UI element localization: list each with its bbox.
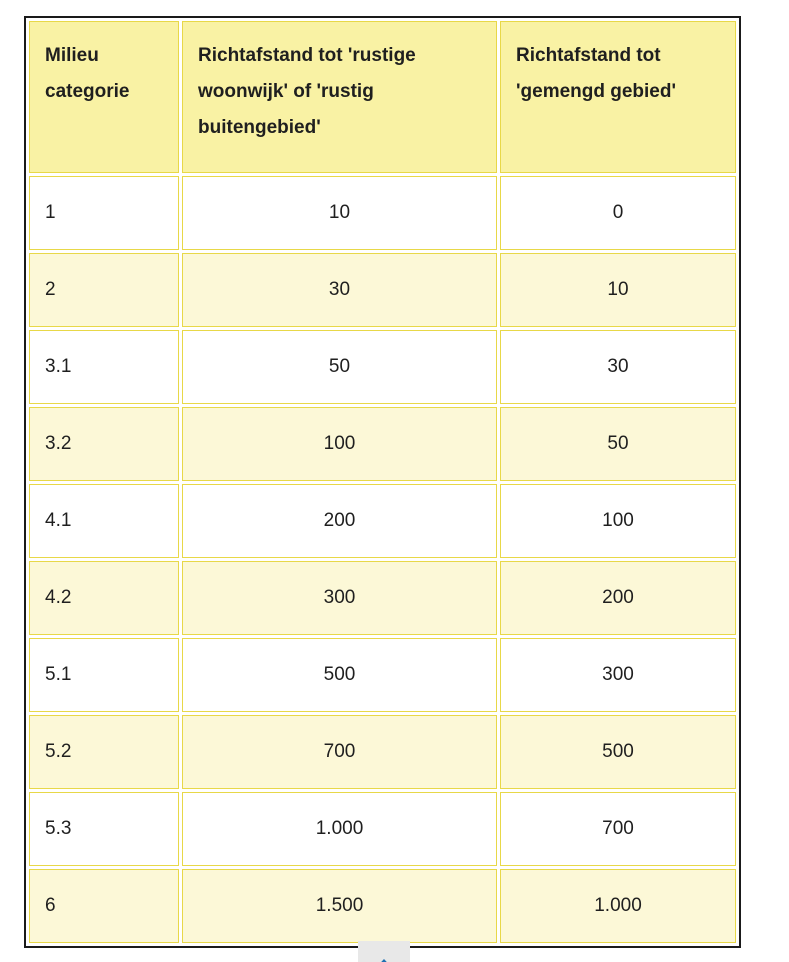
table-row: 3.2 100 50 [29,407,736,481]
column-header-milieu-categorie: Milieu categorie [29,21,179,173]
cell-milieu-categorie: 4.1 [29,484,179,558]
cell-richtafstand-gemengd: 1.000 [500,869,736,943]
table-row: 6 1.500 1.000 [29,869,736,943]
cell-richtafstand-gemengd: 30 [500,330,736,404]
cell-richtafstand-rustig: 100 [182,407,497,481]
table-row: 5.2 700 500 [29,715,736,789]
cell-richtafstand-gemengd: 500 [500,715,736,789]
cell-richtafstand-rustig: 300 [182,561,497,635]
table-row: 2 30 10 [29,253,736,327]
cell-milieu-categorie: 1 [29,176,179,250]
table-row: 3.1 50 30 [29,330,736,404]
cell-milieu-categorie: 5.3 [29,792,179,866]
cell-milieu-categorie: 5.2 [29,715,179,789]
column-header-richtafstand-rustig: Richtafstand tot 'rustige woonwijk' of '… [182,21,497,173]
table-body: 1 10 0 2 30 10 3.1 50 30 3.2 100 50 4.1 200 100 4.2 300 2… [29,176,736,943]
cell-milieu-categorie: 2 [29,253,179,327]
back-to-top-button[interactable] [358,941,410,962]
chevron-up-icon [373,959,395,962]
cell-richtafstand-rustig: 1.500 [182,869,497,943]
column-header-richtafstand-gemengd: Richtafstand tot 'gemengd gebied' [500,21,736,173]
cell-richtafstand-gemengd: 10 [500,253,736,327]
cell-milieu-categorie: 5.1 [29,638,179,712]
cell-richtafstand-rustig: 50 [182,330,497,404]
cell-richtafstand-rustig: 30 [182,253,497,327]
cell-richtafstand-gemengd: 0 [500,176,736,250]
cell-milieu-categorie: 3.1 [29,330,179,404]
milieu-categorie-table: Milieu categorie Richtafstand tot 'rusti… [24,16,741,948]
cell-richtafstand-gemengd: 300 [500,638,736,712]
cell-richtafstand-rustig: 200 [182,484,497,558]
cell-richtafstand-rustig: 500 [182,638,497,712]
cell-richtafstand-gemengd: 50 [500,407,736,481]
table-row: 5.3 1.000 700 [29,792,736,866]
table-row: 1 10 0 [29,176,736,250]
cell-richtafstand-rustig: 10 [182,176,497,250]
table-header-row: Milieu categorie Richtafstand tot 'rusti… [29,21,736,173]
table-row: 5.1 500 300 [29,638,736,712]
table-row: 4.1 200 100 [29,484,736,558]
cell-milieu-categorie: 6 [29,869,179,943]
cell-richtafstand-gemengd: 200 [500,561,736,635]
table-row: 4.2 300 200 [29,561,736,635]
cell-richtafstand-gemengd: 100 [500,484,736,558]
cell-richtafstand-rustig: 1.000 [182,792,497,866]
cell-milieu-categorie: 4.2 [29,561,179,635]
cell-richtafstand-rustig: 700 [182,715,497,789]
cell-milieu-categorie: 3.2 [29,407,179,481]
cell-richtafstand-gemengd: 700 [500,792,736,866]
